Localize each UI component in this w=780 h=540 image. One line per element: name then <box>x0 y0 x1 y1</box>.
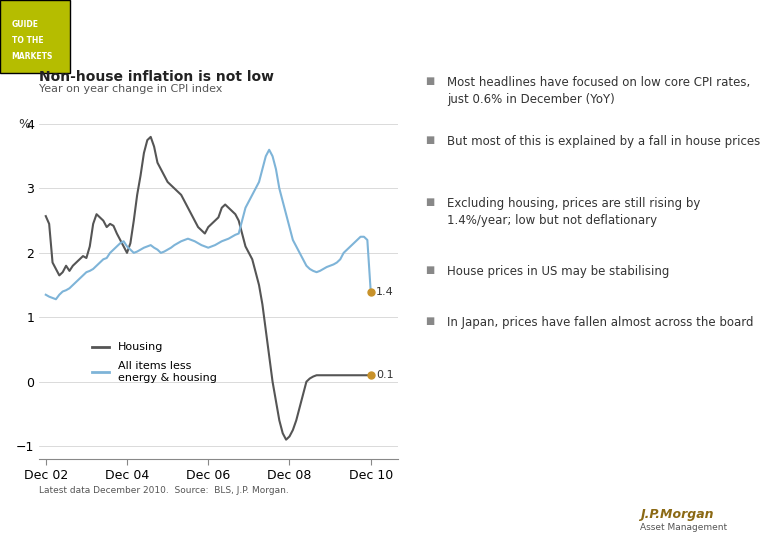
Text: ■: ■ <box>425 76 434 86</box>
Text: ■: ■ <box>425 316 434 326</box>
Text: %: % <box>19 118 30 131</box>
FancyBboxPatch shape <box>0 0 70 73</box>
Text: GUIDE: GUIDE <box>12 21 39 29</box>
Text: ■: ■ <box>425 135 434 145</box>
Text: Asset Management: Asset Management <box>640 523 727 532</box>
Text: MARKETS: MARKETS <box>12 52 53 62</box>
Text: ■: ■ <box>425 197 434 207</box>
Text: J.P.Morgan: J.P.Morgan <box>640 508 713 522</box>
Text: Most headlines have focused on low core CPI rates,
just 0.6% in December (YoY): Most headlines have focused on low core … <box>447 76 750 106</box>
Text: In Japan, prices have fallen almost across the board: In Japan, prices have fallen almost acro… <box>447 316 753 329</box>
Text: Falling inflation in the US is primarily a function of
declining house prices: Falling inflation in the US is primarily… <box>94 16 606 56</box>
Text: Year on year change in CPI index: Year on year change in CPI index <box>39 84 222 94</box>
Text: Non-house inflation is not low: Non-house inflation is not low <box>39 70 274 84</box>
Legend: Housing, All items less
energy & housing: Housing, All items less energy & housing <box>87 338 221 387</box>
Text: 0.1: 0.1 <box>376 370 393 380</box>
Text: Latest data December 2010.  Source:  BLS, J.P. Morgan.: Latest data December 2010. Source: BLS, … <box>39 486 289 495</box>
Text: ■: ■ <box>425 265 434 275</box>
Text: 1.4: 1.4 <box>376 287 394 296</box>
Text: Excluding housing, prices are still rising by
1.4%/year; low but not deflationar: Excluding housing, prices are still risi… <box>447 197 700 227</box>
Text: But most of this is explained by a fall in house prices: But most of this is explained by a fall … <box>447 135 760 148</box>
Text: 16: 16 <box>16 528 30 538</box>
Text: TO THE: TO THE <box>12 36 44 45</box>
Text: House prices in US may be stabilising: House prices in US may be stabilising <box>447 265 669 278</box>
